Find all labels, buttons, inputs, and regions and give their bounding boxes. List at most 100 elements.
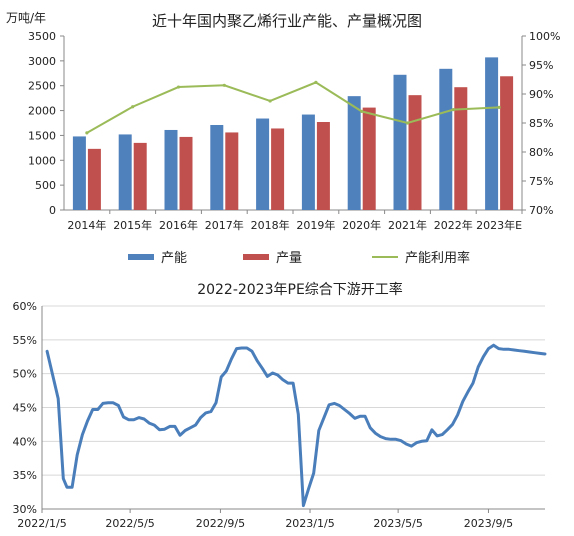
chart1-x-tick-label: 2016年 xyxy=(159,218,198,232)
chart2-y-tick-label: 35% xyxy=(13,469,37,482)
chart2-point-2022-08-02 xyxy=(194,424,197,426)
downstream-operating-rate-chart: 2022-2023年PE综合下游开工率 30% 35% 40% 45% 50% 55% 60… xyxy=(13,281,547,530)
bar-产能-2017年 xyxy=(210,124,224,210)
chart2-point-2023-02-14 xyxy=(338,404,341,407)
chart2-point-2022-02-08 xyxy=(66,486,68,489)
chart2-y-tick-label: 55% xyxy=(13,334,37,347)
chart2-x-tick-label: 2023/5/5 xyxy=(373,517,422,530)
chart1-y-tick-label: 3000 xyxy=(28,55,56,68)
chart2-point-2022-10-25 xyxy=(256,360,258,362)
chart2-point-2022-11-22 xyxy=(276,374,279,376)
chart2-x-tick-label: 2022/9/5 xyxy=(196,517,245,530)
chart2-point-2022-06-21 xyxy=(163,428,166,430)
chart2-point-2022-08-23 xyxy=(210,410,212,413)
chart2-point-2023-08-29 xyxy=(482,355,485,358)
chart2-point-2023-10-17 xyxy=(518,349,521,352)
chart1-y-tick-label: 2000 xyxy=(28,105,56,118)
bar-产量-2016年 xyxy=(179,136,193,210)
chart1-title: 近十年国内聚乙烯行业产能、产量概况图 xyxy=(152,12,422,30)
bar-产能-2014年 xyxy=(72,136,86,210)
chart2-point-2022-09-27 xyxy=(235,347,238,350)
chart2-point-2022-02-15 xyxy=(71,486,73,489)
chart2-point-2022-08-30 xyxy=(215,401,217,404)
chart2-point-2023-03-21 xyxy=(364,415,366,418)
chart1-y-tick-label: 2500 xyxy=(28,80,56,93)
chart2-point-2022-03-08 xyxy=(86,420,89,422)
capacity-output-chart: 近十年国内聚乙烯行业产能、产量概况图 万吨/年 0 500 1000 1500 2000… xyxy=(6,11,560,266)
chart2-point-2022-02-22 xyxy=(76,454,79,456)
bar-产能-2023年E xyxy=(485,57,499,211)
chart2-point-2023-10-03 xyxy=(508,348,510,351)
chart2-point-2023-04-18 xyxy=(384,437,387,440)
chart2-point-2022-09-20 xyxy=(230,357,233,360)
legend-swatch-产量 xyxy=(243,254,269,260)
chart2-point-2022-05-03 xyxy=(127,418,130,421)
chart2-point-2022-12-20 xyxy=(297,413,300,416)
chart2-point-2022-07-05 xyxy=(174,425,176,428)
chart2-y-tick-label: 60% xyxy=(13,300,37,313)
chart2-point-2023-05-02 xyxy=(395,438,397,441)
chart2-line xyxy=(45,343,547,508)
bar-产量-2020年 xyxy=(362,107,376,210)
chart2-point-2023-08-01 xyxy=(461,400,464,403)
bar-产能-2022年 xyxy=(439,68,453,210)
chart1-y2-tick-label: 85% xyxy=(529,117,553,130)
chart1-y-unit: 万吨/年 xyxy=(6,11,46,25)
chart1-utilization-line xyxy=(85,80,501,135)
line-point-2017年 xyxy=(222,83,226,87)
chart2-point-2022-08-16 xyxy=(204,412,207,414)
line-point-2021年 xyxy=(405,121,410,125)
chart2-point-2022-10-04 xyxy=(240,347,243,349)
chart2-point-2023-09-19 xyxy=(497,347,500,350)
chart2-point-2023-05-23 xyxy=(410,445,413,447)
chart2-x-tick-label: 2022/5/5 xyxy=(105,517,154,530)
chart2-point-2023-10-24 xyxy=(523,350,526,353)
line-point-2020年 xyxy=(360,109,364,113)
chart2-point-2023-02-28 xyxy=(348,412,351,415)
chart2-title: 2022-2023年PE综合下游开工率 xyxy=(197,281,403,298)
chart2-point-2023-09-26 xyxy=(503,348,505,351)
chart2-point-2023-05-30 xyxy=(415,441,418,444)
bar-产能-2015年 xyxy=(118,134,132,210)
chart2-point-2022-01-27 xyxy=(57,397,59,400)
chart2-point-2022-04-05 xyxy=(107,401,109,404)
chart2-y-tick-label: 45% xyxy=(13,402,37,415)
chart2-point-2023-11-14 xyxy=(539,352,541,355)
chart2-point-2023-10-31 xyxy=(528,351,531,353)
chart2-point-2022-03-29 xyxy=(102,402,104,405)
chart2-point-2022-12-13 xyxy=(292,382,294,384)
bar-产量-2019年 xyxy=(316,122,330,210)
chart2-point-2022-10-11 xyxy=(246,347,248,349)
chart2-point-2023-09-05 xyxy=(487,347,490,350)
chart2-point-2022-06-07 xyxy=(153,424,156,426)
chart2-point-2022-03-22 xyxy=(97,408,99,411)
chart2-axes: 30% 35% 40% 45% 50% 55% 60% 2022/1/5 2022/5/5 202… xyxy=(13,300,545,530)
chart1-y-tick-label: 0 xyxy=(49,204,56,217)
chart1-legend: 产能 产量 产能利用率 xyxy=(128,250,470,266)
chart2-point-2023-01-03 xyxy=(307,487,310,490)
bar-产量-2023年E xyxy=(500,76,514,210)
chart2-point-2022-12-27 xyxy=(302,504,305,507)
chart2-point-2022-05-17 xyxy=(138,416,140,419)
chart2-point-2023-03-14 xyxy=(359,415,361,418)
chart1-x-tick-label: 2023年E xyxy=(476,218,522,232)
chart1-axes: 0 500 1000 1500 2000 2500 3000 3500 70% 75% 80% 85%… xyxy=(28,30,560,232)
bar-产量-2018年 xyxy=(271,128,285,210)
chart2-y-tick-label: 30% xyxy=(13,503,37,516)
chart2-point-2023-04-04 xyxy=(374,432,377,435)
chart2-point-2022-11-08 xyxy=(266,375,269,378)
chart2-point-2023-10-10 xyxy=(513,349,515,351)
chart2-point-2023-03-28 xyxy=(369,427,372,429)
chart1-bars xyxy=(72,57,514,211)
bar-产量-2014年 xyxy=(87,148,101,210)
chart2-point-2023-01-17 xyxy=(318,429,320,432)
chart2-point-2022-09-13 xyxy=(225,370,228,372)
chart2-point-2023-02-07 xyxy=(333,402,336,405)
chart2-point-2023-11-21 xyxy=(544,353,546,355)
chart2-point-2022-09-06 xyxy=(220,376,222,378)
chart2-point-2022-05-10 xyxy=(132,418,135,421)
chart2-series-line xyxy=(45,343,547,508)
chart2-point-2022-03-15 xyxy=(91,408,94,411)
chart1-line-产能利用率 xyxy=(86,81,500,134)
chart2-point-2022-04-26 xyxy=(122,416,125,418)
